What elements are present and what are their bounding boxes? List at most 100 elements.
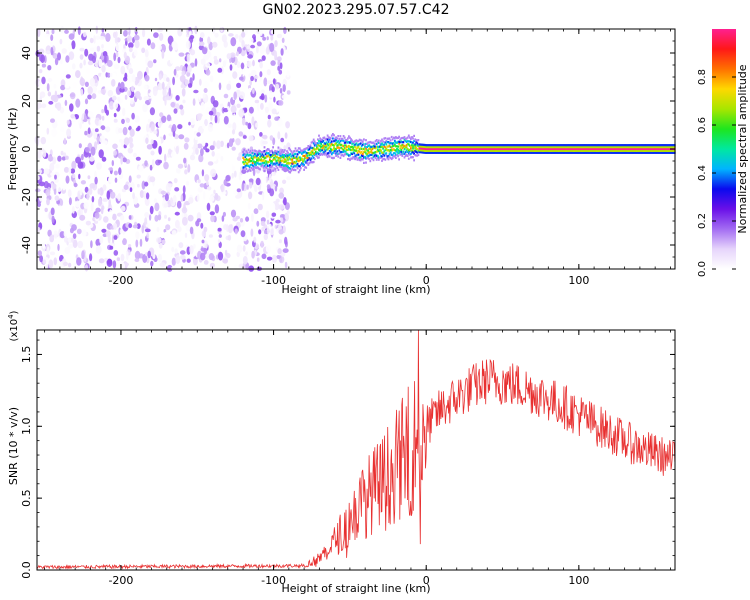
spectrogram-ridge-cell: [554, 149, 556, 152]
spectrogram-ridge-cell: [646, 146, 648, 149]
spectrogram-cell: [95, 25, 99, 34]
spectrogram-ridge-cell: [548, 147, 551, 151]
spectrogram-cell: [112, 73, 116, 78]
spectrogram-ridge-cell: [670, 144, 673, 147]
spectrogram-ridge-cell: [474, 144, 476, 147]
spectrogram-ridge-cell: [488, 151, 490, 154]
spectrogram-ridge-cell: [564, 146, 567, 149]
spectrogram-ridge-cell: [243, 148, 246, 151]
spectrogram-ridge-cell: [567, 151, 569, 154]
spectrogram-cell: [100, 207, 104, 215]
spectrogram-cell: [259, 195, 263, 201]
spectrogram-ridge-cell: [451, 144, 454, 147]
spectrogram-ridge-cell: [637, 149, 640, 152]
spectrogram-cell: [187, 64, 192, 73]
spectrogram-ridge-cell: [293, 168, 296, 171]
spectrogram-ridge-cell: [351, 148, 353, 151]
spectrogram-ridge-cell: [475, 146, 477, 149]
spectrogram-cell: [143, 96, 149, 101]
spectrogram-ridge-cell: [490, 149, 492, 152]
spectrogram-ridge-cell: [662, 151, 664, 154]
spectrogram-ridge-cell: [543, 151, 546, 154]
spectrogram-ridge-cell: [588, 146, 591, 149]
spectrogram-ridge-cell: [597, 151, 599, 154]
spectrogram-ridge-cell: [413, 139, 415, 143]
spectrogram-ridge-cell: [367, 155, 370, 158]
spectrogram-cell: [146, 123, 150, 133]
spectrogram-ridge-cell: [562, 144, 565, 147]
spectrogram-ridge-cell: [599, 146, 601, 149]
spectrogram-cell: [212, 100, 219, 108]
spectrogram-ridge-cell: [421, 143, 424, 146]
spectrogram-cell: [254, 99, 260, 104]
spectrogram-ridge-cell: [370, 141, 373, 144]
spectrogram-ridge-cell: [366, 142, 368, 145]
spectrogram-ridge-cell: [364, 155, 366, 158]
spectrogram-ridge-cell: [492, 151, 495, 154]
spectrogram-ridge-cell: [619, 147, 622, 151]
spectrogram-ridge-cell: [251, 152, 254, 155]
spectrogram-ridge-cell: [361, 158, 364, 161]
spectrogram-ridge-cell: [480, 146, 483, 149]
spectrogram-ridge-cell: [381, 151, 383, 154]
spectrogram-ridge-cell: [479, 149, 482, 152]
spectrogram-cell: [133, 34, 140, 41]
spectrogram-ridge-cell: [394, 139, 396, 142]
spectrogram-ridge-cell: [413, 152, 415, 155]
spectrogram-cell: [84, 48, 89, 57]
spectrogram-ridge-cell: [291, 167, 294, 170]
spectrogram-ridge-cell: [474, 146, 476, 149]
spectrogram-ridge-cell: [397, 136, 399, 139]
spectrogram-ridge-cell: [442, 151, 444, 154]
spectrogram-ridge-cell: [585, 144, 587, 147]
spectrogram-ridge-cell: [657, 147, 660, 151]
spectrogram-ridge-cell: [401, 136, 404, 140]
spectrogram-cell: [84, 113, 87, 123]
spectrogram-ridge-cell: [551, 146, 553, 149]
spectrogram-cell: [239, 218, 244, 223]
spectrogram-cell: [105, 109, 109, 116]
spectrogram-ridge-cell: [457, 149, 459, 152]
spectrogram-ridge-cell: [426, 149, 428, 152]
spectrogram-ridge-cell: [442, 147, 444, 151]
spectrogram-ridge-cell: [418, 145, 421, 148]
spectrogram-ridge-cell: [519, 149, 521, 152]
spectrogram-ridge-cell: [390, 135, 393, 139]
spectrogram-cell: [53, 188, 57, 195]
spectrogram-ridge-cell: [433, 144, 436, 147]
spectrogram-ridge-cell: [616, 146, 618, 149]
spectrogram-ridge-cell: [654, 144, 657, 147]
spectrogram-ridge-cell: [301, 162, 303, 165]
spectrogram-cell: [163, 231, 169, 238]
spectrogram-ridge-cell: [617, 144, 620, 147]
spectrogram-ridge-cell: [464, 149, 467, 152]
spectrogram-ridge-cell: [652, 149, 655, 152]
spectrogram-cell: [248, 191, 253, 200]
spectrogram-ridge-cell: [258, 158, 261, 161]
spectrogram-ridge-cell: [392, 144, 395, 148]
spectrogram-xtick-label: -100: [261, 274, 286, 287]
spectrogram-ridge-cell: [655, 147, 658, 151]
spectrogram-cell: [203, 190, 206, 200]
spectrogram-ridge-cell: [438, 146, 441, 149]
spectrogram-ridge-cell: [263, 157, 266, 160]
spectrogram-cell: [248, 87, 252, 93]
spectrogram-ridge-cell: [337, 155, 340, 158]
spectrogram-ridge-cell: [361, 154, 364, 158]
spectrogram-cell: [179, 104, 184, 110]
spectrogram-ridge-cell: [380, 139, 382, 143]
spectrogram-ridge-cell: [671, 149, 674, 152]
spectrogram-ridge-cell: [660, 149, 662, 152]
spectrogram-cell: [265, 244, 272, 253]
spectrogram-ridge-cell: [464, 147, 467, 151]
spectrogram-ridge-cell: [263, 150, 266, 153]
spectrogram-cell: [89, 47, 95, 52]
spectrogram-ridge-cell: [451, 149, 454, 152]
spectrogram-ridge-cell: [631, 146, 633, 149]
spectrogram-ridge-cell: [265, 160, 268, 163]
spectrogram-ridge-cell: [639, 147, 642, 151]
spectrogram-ridge-cell: [591, 149, 594, 152]
spectrogram-ridge-cell: [446, 151, 449, 154]
spectrogram-cell: [148, 214, 152, 221]
spectrogram-ridge-cell: [592, 146, 595, 149]
